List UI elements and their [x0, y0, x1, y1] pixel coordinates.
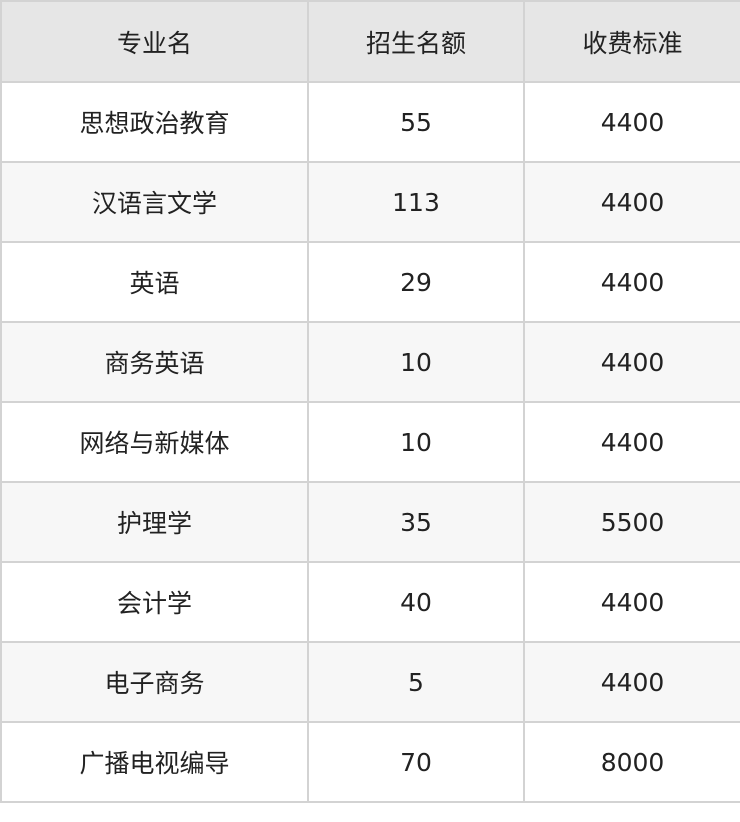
cell-quota: 10 — [307, 401, 525, 483]
enrollment-table: 专业名 招生名额 收费标准 思想政治教育 55 4400 汉语言文学 113 4400 英语… — [0, 0, 740, 803]
cell-fee: 4400 — [523, 401, 740, 483]
cell-major: 广播电视编导 — [0, 721, 309, 803]
table-row: 汉语言文学 113 4400 — [0, 161, 740, 243]
table-row: 广播电视编导 70 8000 — [0, 721, 740, 803]
cell-fee: 4400 — [523, 641, 740, 723]
cell-quota: 55 — [307, 81, 525, 163]
table-row: 网络与新媒体 10 4400 — [0, 401, 740, 483]
cell-fee: 4400 — [523, 321, 740, 403]
cell-fee: 8000 — [523, 721, 740, 803]
cell-fee: 4400 — [523, 81, 740, 163]
table-row: 商务英语 10 4400 — [0, 321, 740, 403]
table-row: 护理学 35 5500 — [0, 481, 740, 563]
cell-fee: 5500 — [523, 481, 740, 563]
cell-major: 思想政治教育 — [0, 81, 309, 163]
header-row: 专业名 招生名额 收费标准 — [0, 0, 740, 83]
cell-quota: 29 — [307, 241, 525, 323]
cell-quota: 70 — [307, 721, 525, 803]
cell-quota: 40 — [307, 561, 525, 643]
cell-major: 电子商务 — [0, 641, 309, 723]
table-row: 英语 29 4400 — [0, 241, 740, 323]
cell-major: 护理学 — [0, 481, 309, 563]
table-row: 思想政治教育 55 4400 — [0, 81, 740, 163]
header-quota: 招生名额 — [307, 0, 525, 83]
cell-fee: 4400 — [523, 561, 740, 643]
cell-fee: 4400 — [523, 161, 740, 243]
cell-major: 商务英语 — [0, 321, 309, 403]
header-major: 专业名 — [0, 0, 309, 83]
cell-quota: 5 — [307, 641, 525, 723]
cell-fee: 4400 — [523, 241, 740, 323]
table-row: 电子商务 5 4400 — [0, 641, 740, 723]
header-fee: 收费标准 — [523, 0, 740, 83]
cell-quota: 10 — [307, 321, 525, 403]
cell-quota: 113 — [307, 161, 525, 243]
cell-major: 英语 — [0, 241, 309, 323]
cell-quota: 35 — [307, 481, 525, 563]
table-row: 会计学 40 4400 — [0, 561, 740, 643]
cell-major: 会计学 — [0, 561, 309, 643]
cell-major: 网络与新媒体 — [0, 401, 309, 483]
cell-major: 汉语言文学 — [0, 161, 309, 243]
